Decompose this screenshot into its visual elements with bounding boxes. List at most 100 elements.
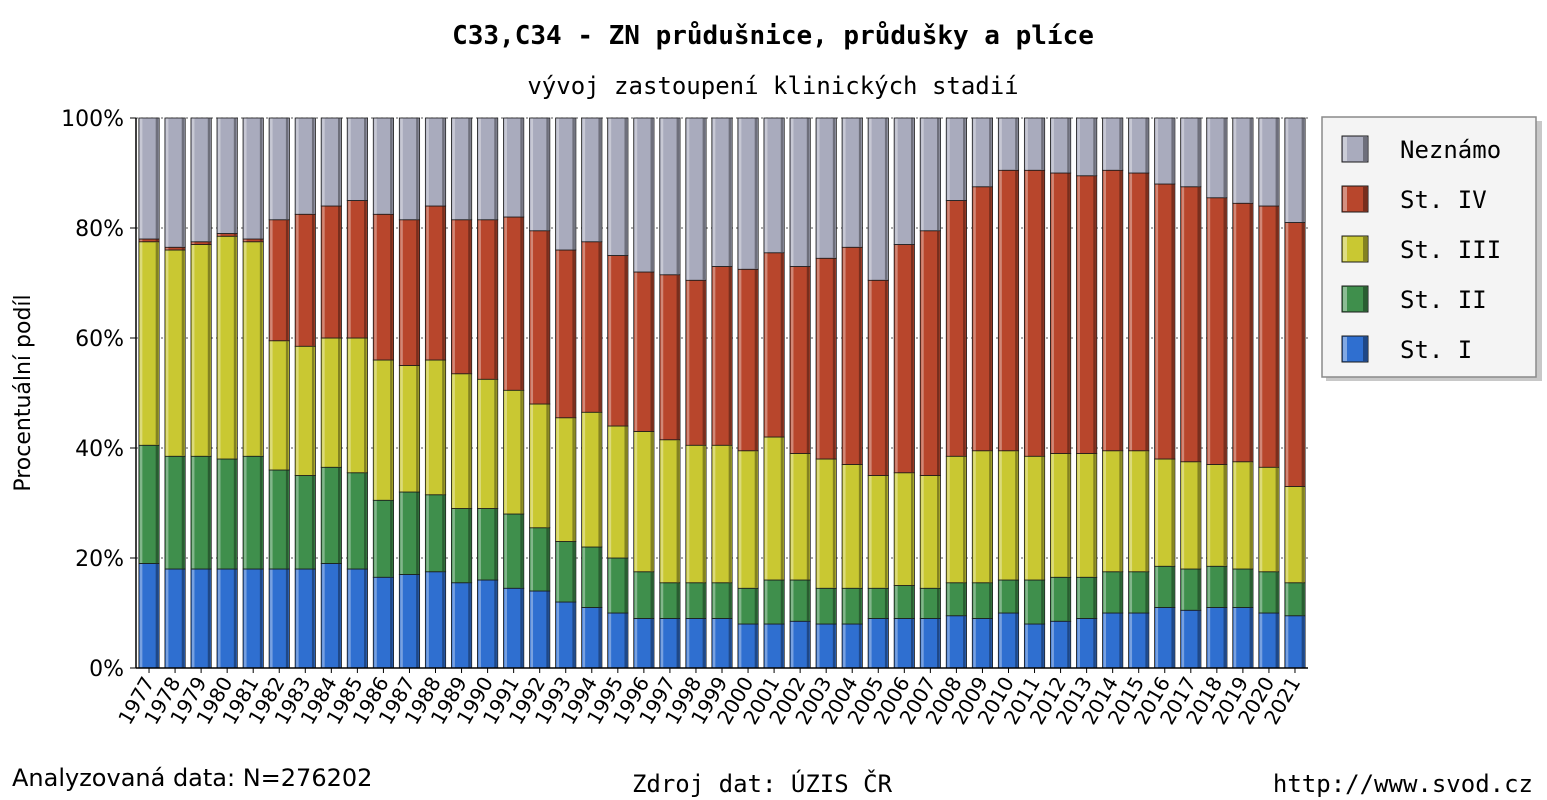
- bar-segment-st-ii-highlight: [1051, 577, 1054, 621]
- y-axis-label: Procentuální podíl: [11, 294, 36, 491]
- bar-segment-nezn-mo: [1102, 117, 1124, 171]
- legend-swatch-highlight: [1343, 137, 1347, 161]
- bar-segment-st-iv-shadow: [650, 272, 654, 431]
- bar-segment-st-ii-shadow: [546, 528, 549, 591]
- bar-segment-st-i-highlight: [1129, 613, 1133, 668]
- bar-segment-nezn-mo: [1180, 117, 1202, 188]
- bar-segment-st-i-highlight: [582, 608, 586, 668]
- bar-segment-st-iii-highlight: [1155, 459, 1159, 566]
- bar-segment-st-iv-highlight: [322, 206, 325, 338]
- bar-segment-nezn-mo-shadow: [650, 118, 654, 272]
- bar-segment-st-iv-highlight: [348, 201, 351, 338]
- bar-segment-nezn-mo-highlight: [1051, 118, 1054, 173]
- bar-segment-st-i-highlight: [817, 624, 820, 668]
- bar-segment-st-iv-shadow: [1275, 206, 1279, 467]
- bar-segment-st-i-shadow: [650, 619, 654, 668]
- bar-segment-nezn-mo-highlight: [895, 118, 898, 244]
- bar-segment-st-i-highlight: [999, 613, 1002, 668]
- bar-segment-st-iii-shadow: [390, 360, 393, 500]
- bar-segment-nezn-mo-highlight: [1207, 118, 1211, 198]
- bar-segment-st-i-shadow: [884, 619, 888, 668]
- bar-segment-nezn-mo-highlight: [270, 118, 273, 220]
- bar-segment-st-ii-highlight: [869, 588, 872, 618]
- bar-segment-st-ii-shadow: [337, 467, 341, 563]
- legend-item: Neznámo: [1341, 135, 1501, 164]
- bar-segment-st-i-shadow: [858, 624, 862, 668]
- bar-segment-st-i-highlight: [738, 624, 742, 668]
- bar-segment-nezn-mo: [1206, 117, 1228, 199]
- legend-label: St. II: [1400, 286, 1487, 314]
- legend-item: St. I: [1341, 335, 1472, 364]
- legend-label: St. IV: [1400, 186, 1487, 214]
- bar-segment-st-iii-highlight: [843, 465, 846, 588]
- bar-segment-nezn-mo-highlight: [1285, 118, 1289, 222]
- bar-segment-st-ii-shadow: [285, 470, 289, 569]
- bar-segment-st-ii-highlight: [296, 476, 299, 569]
- bar-segment-st-iv-shadow: [1119, 170, 1122, 451]
- bar-segment-st-ii-shadow: [676, 583, 680, 618]
- bar-segment-nezn-mo-shadow: [780, 118, 784, 253]
- bar-segment-nezn-mo-highlight: [582, 118, 586, 242]
- bar-segment-st-iv-shadow: [1197, 187, 1200, 462]
- bar-segment-st-iii-shadow: [1041, 456, 1044, 580]
- bar-segment-st-iii-highlight: [1051, 454, 1054, 577]
- bar-segment-st-iii-highlight: [1025, 456, 1028, 580]
- bar-segment-st-i-shadow: [233, 569, 237, 668]
- bar-segment-st-i-highlight: [634, 619, 638, 668]
- bar-segment-st-iii-shadow: [1015, 451, 1018, 580]
- bar-segment-st-iii-shadow: [337, 338, 341, 467]
- bar-segment-st-ii-shadow: [311, 476, 315, 569]
- bar-segment-st-i-highlight: [348, 569, 351, 668]
- bar-segment-nezn-mo-shadow: [702, 118, 706, 280]
- bar-segment-nezn-mo-highlight: [764, 118, 768, 253]
- bar-segment-nezn-mo: [893, 117, 915, 245]
- legend-swatch-highlight: [1343, 187, 1347, 211]
- bar-segment-nezn-mo-shadow: [832, 118, 836, 258]
- bar-segment-st-iii-shadow: [650, 432, 654, 572]
- bar-segment-st-i-shadow: [1275, 613, 1279, 668]
- bar-segment-nezn-mo-shadow: [989, 118, 992, 187]
- bar-segment-st-iii-highlight: [1103, 451, 1107, 572]
- bar-segment-nezn-mo-shadow: [546, 118, 549, 231]
- bar-segment-st-ii-highlight: [582, 547, 586, 607]
- bar-segment-st-ii-shadow: [181, 456, 185, 569]
- bar-segment-st-iv-shadow: [728, 267, 732, 445]
- x-axis-ticks: 1977197819791980198119821983198419851986…: [113, 668, 1305, 729]
- bar-segment-st-iii-shadow: [520, 390, 523, 514]
- chart-subtitle: vývoj zastoupení klinických stadií: [527, 72, 1018, 100]
- bar-segment-st-ii-highlight: [1129, 572, 1133, 613]
- bar-segment-nezn-mo: [294, 117, 316, 215]
- bar-segment-nezn-mo-highlight: [348, 118, 351, 200]
- bar-segment-st-i-shadow: [989, 619, 992, 668]
- bar-segment-st-iv-shadow: [311, 214, 315, 346]
- bar-segment-st-ii-shadow: [442, 495, 445, 572]
- bar-segment-st-iv-shadow: [181, 247, 185, 250]
- bar-segment-nezn-mo-highlight: [1233, 118, 1237, 203]
- bar-segment-st-ii-shadow: [1223, 566, 1227, 607]
- bar-segment-st-ii-highlight: [947, 583, 950, 616]
- bar-segment-st-i-shadow: [963, 616, 966, 668]
- bar-segment-st-iii-shadow: [963, 456, 966, 583]
- bar-segment-st-ii-shadow: [572, 542, 575, 602]
- bar-segment-nezn-mo-highlight: [452, 118, 455, 220]
- bar-segment-st-iii-shadow: [1145, 451, 1148, 572]
- bar-segment-nezn-mo-shadow: [676, 118, 680, 275]
- bar-segment-st-iv-shadow: [624, 256, 627, 426]
- bar-segment-nezn-mo-highlight: [217, 118, 221, 233]
- bar-segment-st-iii-highlight: [478, 379, 481, 508]
- bar-segment-nezn-mo: [945, 117, 967, 201]
- bar-segment-st-iii-shadow: [702, 445, 706, 583]
- bar-segment-st-i-shadow: [728, 619, 732, 668]
- bar-segment-st-iii-highlight: [400, 366, 403, 492]
- bar-segment-st-ii-highlight: [165, 456, 169, 569]
- bar-segment-st-ii-highlight: [1077, 577, 1080, 618]
- bar-segment-st-iii-highlight: [244, 242, 247, 456]
- bar-segment-st-iii-highlight: [556, 418, 560, 541]
- bar-segment-st-iv-shadow: [207, 242, 211, 244]
- bar-segment-nezn-mo: [164, 117, 186, 248]
- bar-segment-st-ii-shadow: [364, 473, 367, 569]
- bar-segment-st-iii-shadow: [181, 250, 185, 456]
- bar-segment-nezn-mo-highlight: [738, 118, 742, 269]
- bar-segment-st-iii-highlight: [322, 338, 325, 467]
- bar-segment-st-ii-highlight: [139, 445, 143, 563]
